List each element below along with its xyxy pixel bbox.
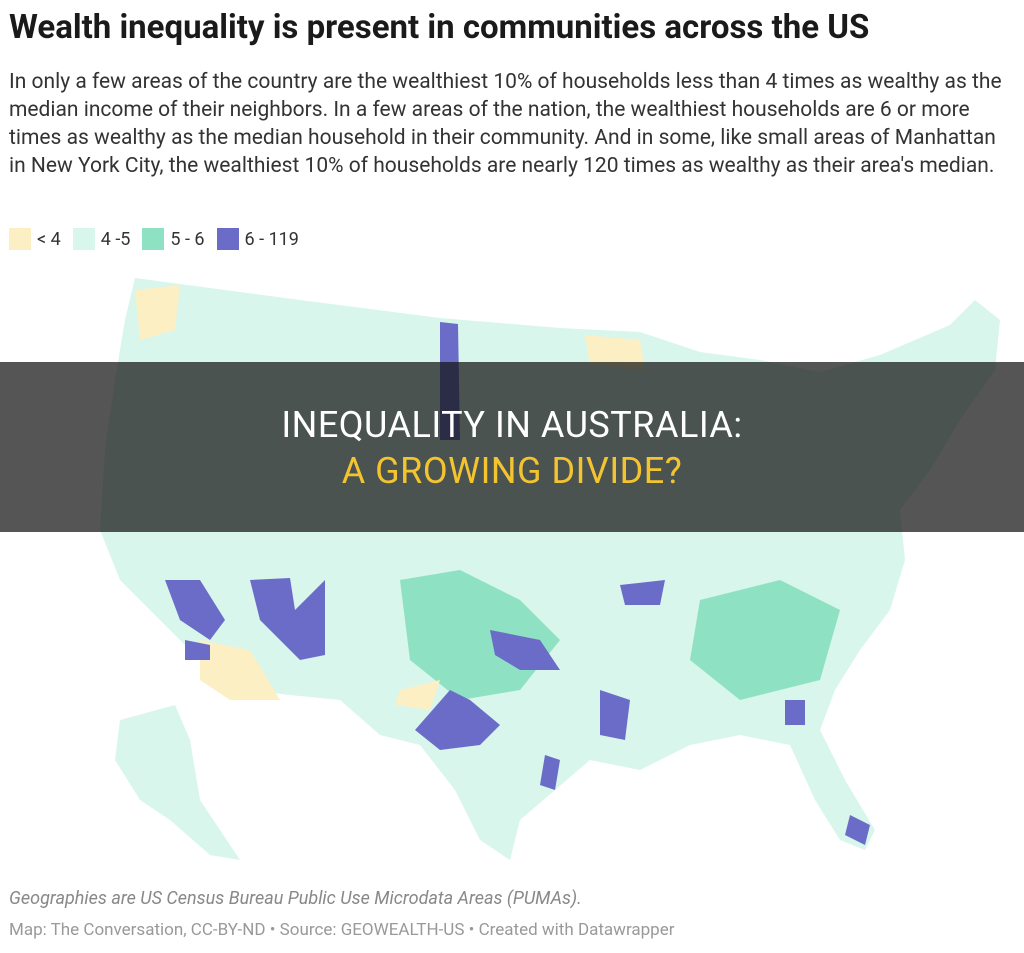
region [600,690,630,740]
legend-swatch [72,228,95,250]
legend-swatch [142,228,165,250]
description: In only a few areas of the country are t… [9,70,1002,178]
legend-label: 4 -5 [100,228,131,250]
region [585,335,645,370]
region [250,578,325,660]
region [490,630,560,670]
banner: INEQUALITY IN AUSTRALIA: A GROWING DIVID… [0,362,1024,532]
region [165,580,225,640]
region [200,640,280,700]
banner-line: A GROWING DIVIDE? [341,450,683,492]
legend-item: 6 - 119 [216,228,299,250]
legend-item: 5 - 6 [142,228,205,250]
footer-note: Geographies are US Census Bureau Public … [9,888,582,909]
legend: < 4 4 -5 5 - 6 6 - 119 [9,228,299,250]
region [135,285,180,340]
region [845,815,870,845]
legend-swatch [216,228,239,250]
region [690,580,840,700]
footer-credit: Map: The Conversation, CC-BY-ND • Source… [9,920,675,940]
legend-item: < 4 [9,228,61,250]
region [620,580,665,605]
region [185,640,210,660]
legend-item: 4 -5 [72,228,131,250]
region [540,755,560,790]
legend-label: 5 - 6 [170,228,205,250]
region [785,700,805,725]
legend-label: 6 - 119 [244,228,299,250]
region [395,680,440,710]
banner-line: INEQUALITY IN AUSTRALIA: [281,404,743,446]
legend-swatch [9,228,31,250]
region [415,690,500,750]
title: Wealth inequality is present in communit… [9,8,870,47]
legend-label: < 4 [37,228,61,250]
alaska [115,705,240,860]
